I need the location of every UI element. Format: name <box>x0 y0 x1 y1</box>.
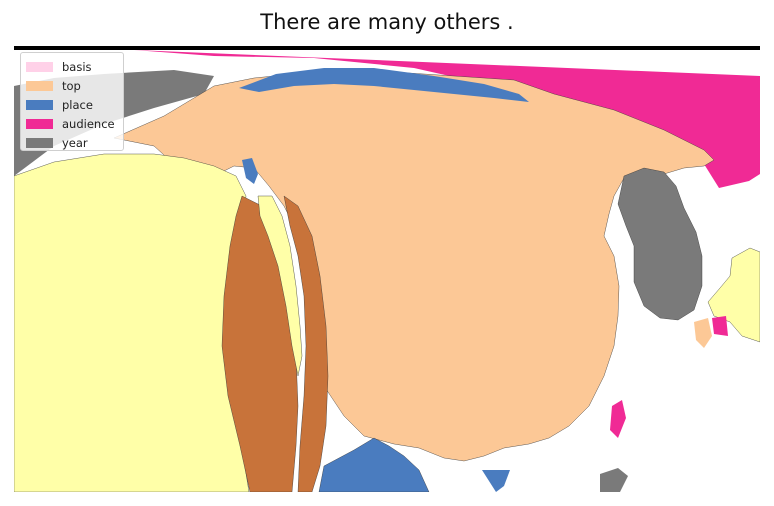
legend-item-place: place <box>21 95 123 114</box>
legend-swatch-basis <box>26 61 53 72</box>
legend-swatch-place <box>26 99 53 110</box>
region-place-small <box>242 158 258 184</box>
legend-label-place: place <box>62 97 93 112</box>
region-audience-taiwan <box>610 400 626 438</box>
legend-swatch-year <box>26 137 53 148</box>
region-brown-east <box>283 195 329 492</box>
region-audience-island <box>712 316 728 336</box>
choropleth-map <box>14 46 760 492</box>
legend-label-basis: basis <box>62 59 92 74</box>
region-yellow-strip <box>257 195 303 377</box>
legend-label-year: year <box>62 135 88 150</box>
legend-swatch-audience <box>26 118 53 129</box>
region-place-north <box>239 68 529 102</box>
legend-item-top: top <box>21 76 123 95</box>
legend-label-top: top <box>62 78 81 93</box>
legend-item-audience: audience <box>21 114 123 133</box>
region-year-south <box>600 468 628 492</box>
legend-swatch-top <box>26 80 53 91</box>
region-audience-north <box>134 50 760 188</box>
region-place-southeast <box>482 470 510 492</box>
region-place-south <box>318 437 430 492</box>
map-top-border <box>14 46 760 50</box>
region-year-east <box>617 167 703 321</box>
legend: basis top place audience year <box>20 52 124 151</box>
map-title: There are many others . <box>260 10 514 34</box>
legend-item-year: year <box>21 133 123 152</box>
legend-label-audience: audience <box>62 116 115 131</box>
region-yellow-west <box>14 153 250 492</box>
region-top-island <box>694 318 712 348</box>
legend-item-basis: basis <box>21 57 123 76</box>
